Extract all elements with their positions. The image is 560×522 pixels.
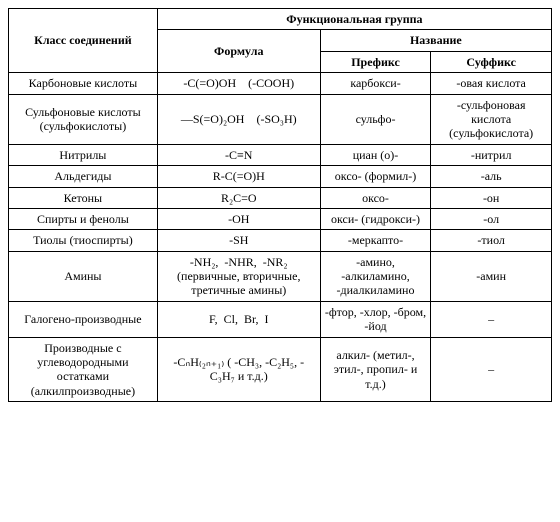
- cell-class: Сульфоновые кислоты (сульфокислоты): [9, 94, 158, 144]
- table-row: Амины-NH₂, -NHR, -NR₂ (первичные, вторич…: [9, 251, 552, 301]
- cell-formula: R-C(=O)H: [157, 166, 320, 187]
- cell-suffix: -тиол: [431, 230, 552, 251]
- header-prefix: Префикс: [320, 51, 431, 72]
- table-body: Карбоновые кислоты-C(=O)OH (-COOH)карбок…: [9, 73, 552, 402]
- header-name: Название: [320, 30, 551, 51]
- cell-prefix: оксо-: [320, 187, 431, 208]
- table-row: Производные с углеводородными остатками …: [9, 337, 552, 402]
- cell-prefix: циан (о)-: [320, 144, 431, 165]
- cell-suffix: –: [431, 337, 552, 402]
- cell-prefix: -амино, -алкиламино, -диалкиламино: [320, 251, 431, 301]
- cell-class: Альдегиды: [9, 166, 158, 187]
- cell-formula: -C≡N: [157, 144, 320, 165]
- cell-class: Галогено-производные: [9, 301, 158, 337]
- cell-suffix: -овая кислота: [431, 73, 552, 94]
- cell-formula: F, Cl, Br, I: [157, 301, 320, 337]
- cell-prefix: окси- (гидрокси-): [320, 208, 431, 229]
- cell-prefix: алкил- (метил-, этил-, пропил- и т.д.): [320, 337, 431, 402]
- table-row: Тиолы (тиоспирты)-SH-меркапто--тиол: [9, 230, 552, 251]
- cell-suffix: -он: [431, 187, 552, 208]
- cell-class: Спирты и фенолы: [9, 208, 158, 229]
- table-row: КетоныR₂C=Oоксо--он: [9, 187, 552, 208]
- cell-suffix: -сульфоновая кислота (сульфокислота): [431, 94, 552, 144]
- cell-suffix: -амин: [431, 251, 552, 301]
- cell-formula: -C(=O)OH (-COOH): [157, 73, 320, 94]
- cell-suffix: –: [431, 301, 552, 337]
- table-row: Галогено-производныеF, Cl, Br, I-фтор, -…: [9, 301, 552, 337]
- cell-suffix: -нитрил: [431, 144, 552, 165]
- header-group: Функциональная группа: [157, 9, 551, 30]
- table-row: Сульфоновые кислоты (сульфокислоты)—S(=O…: [9, 94, 552, 144]
- header-suffix: Суффикс: [431, 51, 552, 72]
- cell-class: Производные с углеводородными остатками …: [9, 337, 158, 402]
- cell-formula: —S(=O)₂OH (-SO₃H): [157, 94, 320, 144]
- header-formula: Формула: [157, 30, 320, 73]
- cell-suffix: -аль: [431, 166, 552, 187]
- cell-formula: -CₙH₍₂ₙ₊₁₎ ( -CH₃, -C₂H₅, -C₃H₇ и т.д.): [157, 337, 320, 402]
- cell-class: Кетоны: [9, 187, 158, 208]
- cell-prefix: -меркапто-: [320, 230, 431, 251]
- cell-prefix: карбокси-: [320, 73, 431, 94]
- header-class: Класс соединений: [9, 9, 158, 73]
- functional-groups-table: Класс соединений Функциональная группа Ф…: [8, 8, 552, 402]
- table-row: Нитрилы-C≡Nциан (о)--нитрил: [9, 144, 552, 165]
- cell-prefix: оксо- (формил-): [320, 166, 431, 187]
- cell-class: Нитрилы: [9, 144, 158, 165]
- cell-class: Амины: [9, 251, 158, 301]
- cell-formula: -SH: [157, 230, 320, 251]
- cell-formula: -NH₂, -NHR, -NR₂ (первичные, вторичные, …: [157, 251, 320, 301]
- cell-class: Тиолы (тиоспирты): [9, 230, 158, 251]
- cell-prefix: сульфо-: [320, 94, 431, 144]
- cell-class: Карбоновые кислоты: [9, 73, 158, 94]
- cell-suffix: -ол: [431, 208, 552, 229]
- cell-formula: R₂C=O: [157, 187, 320, 208]
- table-row: АльдегидыR-C(=O)Hоксо- (формил-)-аль: [9, 166, 552, 187]
- cell-prefix: -фтор, -хлор, -бром, -йод: [320, 301, 431, 337]
- cell-formula: -OH: [157, 208, 320, 229]
- table-row: Карбоновые кислоты-C(=O)OH (-COOH)карбок…: [9, 73, 552, 94]
- table-row: Спирты и фенолы-OHокси- (гидрокси-)-ол: [9, 208, 552, 229]
